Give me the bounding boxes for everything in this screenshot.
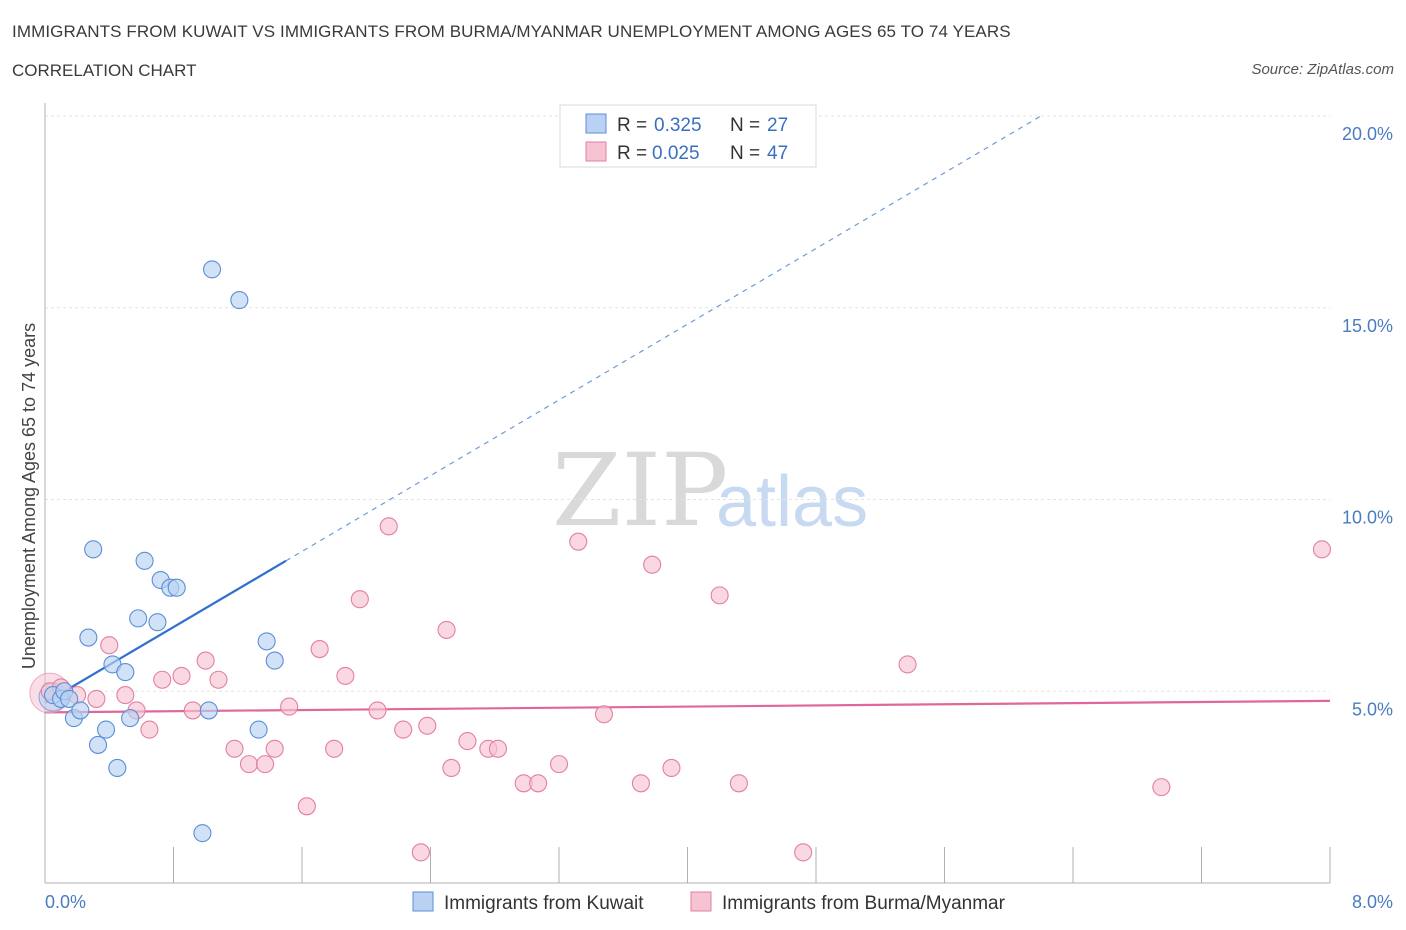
x-tick-label-min: 0.0%: [45, 892, 86, 912]
point-burma-14: [239, 755, 259, 774]
point-burma-9: [172, 666, 191, 685]
legend-r-label-kuwait: R =: [617, 115, 647, 136]
point-burma-41: [710, 586, 729, 605]
point-burma-44: [898, 655, 917, 674]
x-tick-label-max: 8.0%: [1352, 892, 1393, 912]
trendlines: [44, 115, 1331, 714]
point-burma-5: [116, 686, 135, 705]
point-burma-46: [1312, 540, 1332, 559]
point-kuwait-25: [257, 632, 276, 651]
y-tick-label-2: 15.0%: [1342, 316, 1393, 336]
bottom-legend-label-burma: Immigrants from Burma/Myanmar: [722, 893, 1006, 914]
point-kuwait-13: [121, 709, 140, 728]
point-burma-27: [418, 716, 437, 735]
point-burma-8: [153, 670, 172, 689]
y-tick-labels: 5.0% 10.0% 15.0% 20.0%: [1342, 124, 1393, 719]
point-burma-18: [297, 797, 316, 816]
y-tick-label-0: 5.0%: [1352, 699, 1393, 719]
x-ticks: [44, 847, 1331, 883]
point-burma-21: [336, 666, 355, 685]
point-kuwait-26: [265, 651, 284, 670]
point-burma-32: [488, 739, 508, 758]
point-burma-36: [569, 532, 588, 551]
point-burma-3: [87, 689, 106, 708]
point-burma-28: [437, 620, 456, 639]
point-kuwait-11: [108, 758, 127, 778]
point-kuwait-22: [203, 260, 222, 279]
legend-swatch-kuwait: [585, 113, 607, 134]
point-burma-39: [643, 555, 662, 574]
point-kuwait-15: [135, 551, 154, 570]
legend-n-label-burma: N =: [730, 143, 760, 164]
point-kuwait-21: [199, 701, 218, 720]
chart-source: Source: ZipAtlas.com: [1251, 61, 1394, 78]
point-burma-42: [729, 774, 748, 793]
point-burma-10: [183, 701, 202, 720]
legend-r-label-burma: R =: [617, 143, 647, 164]
point-burma-20: [325, 739, 344, 758]
point-burma-11: [196, 651, 215, 670]
legend-swatch-burma: [585, 141, 607, 162]
point-burma-15: [256, 755, 275, 774]
point-kuwait-14: [129, 609, 148, 628]
point-kuwait-3: [60, 689, 79, 708]
point-burma-26: [411, 843, 430, 862]
bottom-legend-label-kuwait: Immigrants from Kuwait: [444, 893, 644, 914]
point-burma-35: [549, 755, 569, 774]
point-burma-19: [310, 640, 329, 659]
point-burma-40: [662, 758, 681, 778]
data-points: [29, 260, 1332, 862]
point-burma-12: [209, 670, 228, 689]
bottom-legend-swatch-kuwait: [412, 891, 434, 912]
point-kuwait-16: [148, 613, 167, 632]
y-axis-label: Unemployment Among Ages 65 to 74 years: [19, 323, 39, 669]
watermark-zip: ZIP: [552, 432, 728, 549]
point-kuwait-7: [84, 540, 103, 559]
legend-n-value-kuwait: 27: [767, 115, 788, 136]
y-tick-label-1: 10.0%: [1342, 508, 1393, 528]
legend-n-value-burma: 47: [767, 143, 788, 164]
bottom-legend: Immigrants from Kuwait Immigrants from B…: [412, 891, 1006, 914]
trendline-kuwait-extension: [285, 115, 1042, 562]
point-kuwait-12: [116, 663, 135, 682]
point-burma-4: [100, 636, 119, 655]
legend: R = 0.325 N = 27 R = 0.025 N = 47: [559, 104, 817, 168]
point-burma-23: [368, 701, 387, 720]
point-burma-17: [280, 697, 299, 716]
point-burma-45: [1152, 778, 1171, 797]
legend-n-label-kuwait: N =: [730, 115, 760, 136]
point-burma-7: [140, 720, 159, 739]
point-burma-43: [794, 843, 813, 862]
point-burma-38: [631, 774, 650, 793]
chart-title: IMMIGRANTS FROM KUWAIT VS IMMIGRANTS FRO…: [12, 22, 1011, 41]
point-burma-24: [379, 517, 398, 536]
point-kuwait-23: [230, 291, 249, 310]
point-kuwait-19: [167, 578, 186, 597]
point-kuwait-9: [96, 720, 116, 739]
point-burma-13: [225, 739, 244, 758]
legend-r-value-kuwait: 0.325: [654, 115, 702, 136]
watermark-atlas: atlas: [716, 462, 868, 542]
point-kuwait-5: [71, 701, 90, 720]
point-burma-25: [394, 720, 413, 739]
legend-r-value-burma: 0.025: [652, 143, 700, 164]
point-kuwait-20: [193, 824, 212, 843]
point-kuwait-24: [249, 720, 268, 739]
point-burma-16: [265, 739, 284, 758]
gridlines: [45, 115, 1330, 692]
point-burma-22: [350, 590, 369, 609]
point-burma-30: [458, 732, 477, 751]
chart-subtitle: CORRELATION CHART: [12, 61, 197, 80]
trendline-kuwait: [44, 559, 287, 704]
point-kuwait-6: [79, 628, 98, 647]
trendline-burma: [44, 699, 1331, 714]
point-burma-34: [529, 774, 548, 793]
bottom-legend-swatch-burma: [690, 891, 712, 912]
point-burma-29: [442, 758, 461, 778]
point-burma-37: [594, 705, 614, 724]
point-kuwait-8: [88, 735, 108, 754]
y-tick-label-3: 20.0%: [1342, 124, 1393, 144]
